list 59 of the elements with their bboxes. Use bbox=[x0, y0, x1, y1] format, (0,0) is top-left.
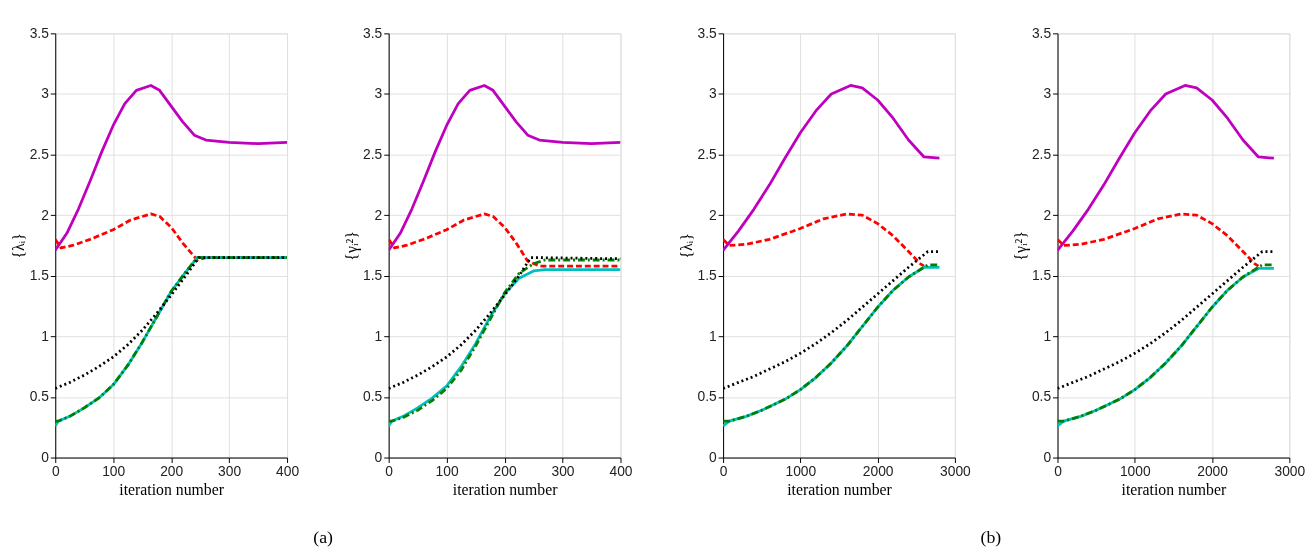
y-tick-label: 2 bbox=[374, 206, 383, 223]
y-tick-label: 0.5 bbox=[1031, 388, 1052, 405]
y-tick-label: 1 bbox=[41, 327, 49, 344]
y-tick-label: 0 bbox=[1043, 448, 1052, 465]
y-tick-label: 3.5 bbox=[1031, 24, 1052, 41]
y-tick-label: 2.5 bbox=[697, 145, 717, 162]
x-axis-title: iteration number bbox=[452, 480, 559, 498]
y-tick-label: 3.5 bbox=[363, 24, 383, 41]
y-tick-label: 3 bbox=[41, 85, 50, 102]
y-tick-label: 3 bbox=[1043, 85, 1052, 102]
x-tick-label: 400 bbox=[609, 462, 633, 479]
y-tick-label: 0.5 bbox=[363, 388, 383, 405]
y-tick-label: 2 bbox=[1043, 206, 1052, 223]
x-axis-title: iteration number bbox=[119, 480, 225, 498]
x-tick-label: 200 bbox=[493, 462, 517, 479]
y-tick-label: 0 bbox=[41, 448, 50, 465]
y-axis-title: {γᵢ²} bbox=[343, 231, 362, 261]
y-tick-label: 3.5 bbox=[697, 24, 717, 41]
text: (b) bbox=[980, 527, 1002, 548]
y-tick-label: 2.5 bbox=[363, 145, 383, 162]
x-tick-label: 300 bbox=[551, 462, 575, 479]
x-tick-label: 2000 bbox=[1197, 462, 1229, 479]
y-axis-title: {λᵢ} bbox=[9, 233, 27, 259]
x-tick-label: 0 bbox=[1054, 462, 1063, 479]
text: (a) bbox=[313, 527, 334, 548]
y-tick-label: 2 bbox=[708, 206, 717, 223]
x-tick-label: 400 bbox=[276, 462, 300, 479]
y-tick-label: 2 bbox=[41, 206, 49, 223]
x-axis-title: iteration number bbox=[787, 480, 893, 498]
y-tick-label: 3 bbox=[708, 85, 717, 102]
y-tick-label: 1.5 bbox=[29, 267, 50, 284]
y-tick-label: 3.5 bbox=[29, 24, 50, 41]
y-tick-label: 1.5 bbox=[363, 267, 383, 284]
y-tick-label: 1 bbox=[1043, 327, 1052, 344]
x-tick-label: 300 bbox=[218, 462, 242, 479]
x-tick-label: 200 bbox=[160, 462, 184, 479]
y-tick-label: 1 bbox=[374, 327, 383, 344]
y-tick-label: 1.5 bbox=[697, 267, 717, 284]
y-tick-label: 0.5 bbox=[29, 388, 50, 405]
y-tick-label: 0 bbox=[374, 448, 383, 465]
x-axis-title: iteration number bbox=[1121, 480, 1227, 498]
y-tick-label: 2.5 bbox=[29, 145, 50, 162]
x-tick-label: 1000 bbox=[785, 462, 817, 479]
y-tick-label: 3 bbox=[374, 85, 383, 102]
y-axis-title: {γᵢ²} bbox=[1011, 231, 1030, 261]
y-axis-title: {λᵢ} bbox=[677, 233, 695, 259]
y-tick-label: 0.5 bbox=[697, 388, 717, 405]
y-tick-label: 0 bbox=[708, 448, 717, 465]
y-tick-label: 2.5 bbox=[1031, 145, 1052, 162]
y-tick-label: 1 bbox=[708, 327, 717, 344]
x-tick-label: 100 bbox=[102, 462, 126, 479]
x-tick-label: 0 bbox=[719, 462, 728, 479]
x-tick-label: 0 bbox=[385, 462, 394, 479]
x-tick-label: 3000 bbox=[1274, 462, 1306, 479]
x-tick-label: 1000 bbox=[1119, 462, 1151, 479]
x-tick-label: 2000 bbox=[862, 462, 894, 479]
y-tick-label: 1.5 bbox=[1031, 267, 1052, 284]
x-tick-label: 3000 bbox=[940, 462, 972, 479]
x-tick-label: 100 bbox=[435, 462, 459, 479]
